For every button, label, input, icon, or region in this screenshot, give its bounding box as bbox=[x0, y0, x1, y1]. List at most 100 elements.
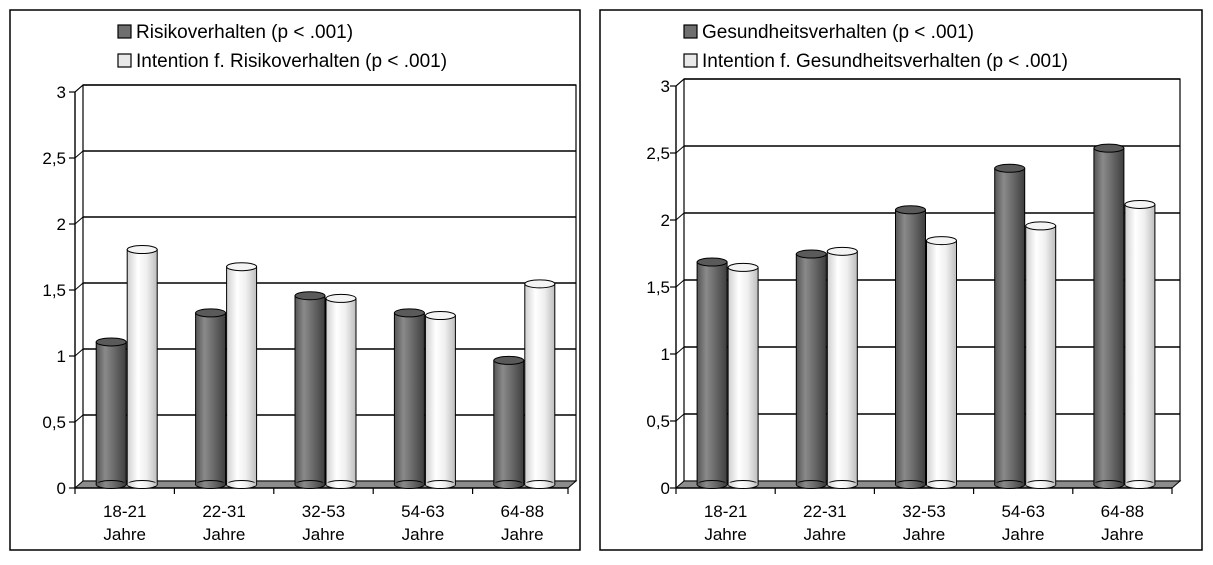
bar-base-cover bbox=[525, 482, 555, 486]
gridline-depth bbox=[74, 414, 84, 423]
gridline-depth bbox=[74, 282, 84, 291]
bar bbox=[524, 279, 556, 489]
x-tick-label: 32-53 bbox=[902, 502, 945, 521]
bar-top bbox=[524, 279, 556, 289]
bar-top bbox=[226, 262, 258, 272]
legend-swatch bbox=[683, 53, 698, 68]
bar-body bbox=[493, 359, 525, 486]
chart-panel-2: 0 0,5 1 1,5 2 2,5 3 18-21 Jahre 22-31 Jahre 32-53 Ja… bbox=[599, 9, 1203, 551]
legend-label: Intention f. Risikoverhalten (p < .001) bbox=[136, 51, 447, 72]
gridline-depth bbox=[675, 145, 685, 154]
gridline-depth bbox=[74, 216, 84, 225]
bar-base-cover bbox=[127, 482, 157, 486]
y-tick-label: 1,5 bbox=[42, 281, 66, 300]
bar-body bbox=[727, 266, 759, 486]
bar-body bbox=[994, 167, 1026, 485]
bar-base-cover bbox=[896, 482, 925, 486]
y-tick-label: 3 bbox=[661, 77, 670, 96]
bar-top bbox=[696, 257, 728, 267]
bar bbox=[424, 311, 456, 489]
y-tick-label: 2 bbox=[57, 215, 66, 234]
bar bbox=[95, 337, 127, 489]
bar-top bbox=[294, 291, 326, 301]
gridline-depth bbox=[675, 413, 685, 422]
y-tick-label: 3 bbox=[57, 83, 66, 102]
bar-base-cover bbox=[827, 482, 857, 486]
bar bbox=[926, 236, 957, 489]
x-tick-label: 22-31 bbox=[202, 502, 245, 521]
bar-body bbox=[1124, 203, 1156, 485]
x-tick-label: 54-63 bbox=[401, 502, 444, 521]
bar-top bbox=[1093, 143, 1125, 153]
bar-base-cover bbox=[295, 482, 325, 486]
bar-base-cover bbox=[1026, 482, 1056, 486]
bar-top bbox=[1124, 199, 1156, 209]
bar bbox=[1124, 199, 1156, 489]
x-tick-label: 22-31 bbox=[803, 502, 846, 521]
x-tick-label: Jahre bbox=[1002, 525, 1045, 544]
bar-body bbox=[826, 250, 858, 485]
bar bbox=[325, 293, 357, 489]
x-tick-label: 64-88 bbox=[501, 502, 544, 521]
x-tick-label: Jahre bbox=[501, 525, 544, 544]
y-tick-label: 0,5 bbox=[42, 413, 66, 432]
x-tick-label: 64-88 bbox=[1101, 502, 1144, 521]
bar-body bbox=[325, 297, 357, 485]
x-tick-label: Jahre bbox=[203, 525, 246, 544]
bar-top bbox=[895, 205, 926, 215]
bar bbox=[1093, 143, 1125, 489]
chart-panel-1: 0 0,5 1 1,5 2 2,5 3 18-21 Jahre 22-31 Jahre 32-53 Ja… bbox=[9, 9, 581, 551]
bar-top bbox=[727, 262, 759, 272]
bar-base-cover bbox=[1125, 482, 1155, 486]
bar-top bbox=[493, 355, 525, 365]
legend-label: Intention f. Gesundheitsverhalten (p < .… bbox=[702, 51, 1068, 72]
bar bbox=[393, 308, 425, 489]
bar bbox=[727, 262, 759, 489]
bar-base-cover bbox=[1094, 482, 1124, 486]
y-tick-label: 1,5 bbox=[646, 278, 670, 297]
gridline-depth bbox=[675, 279, 685, 288]
bar-body bbox=[294, 295, 326, 485]
bar bbox=[826, 246, 858, 489]
legend-swatch bbox=[117, 24, 132, 39]
x-tick-label: Jahre bbox=[103, 525, 146, 544]
y-tick-label: 1 bbox=[57, 347, 66, 366]
bar-base-cover bbox=[326, 482, 356, 486]
bar-top bbox=[795, 249, 827, 259]
bar bbox=[493, 355, 525, 489]
legend-label: Risikoverhalten (p < .001) bbox=[136, 22, 353, 43]
y-tick-label: 2 bbox=[661, 211, 670, 230]
bar-top bbox=[195, 308, 227, 318]
y-tick-label: 2,5 bbox=[646, 144, 670, 163]
bar-base-cover bbox=[796, 482, 826, 486]
x-tick-label: Jahre bbox=[402, 525, 445, 544]
bar-body bbox=[126, 249, 158, 485]
x-tick-label: 18-21 bbox=[704, 502, 747, 521]
x-tick-label: Jahre bbox=[903, 525, 946, 544]
bar-base-cover bbox=[425, 482, 455, 486]
y-axis-depth bbox=[675, 78, 685, 87]
bar-body bbox=[393, 312, 425, 485]
y-tick-label: 0 bbox=[661, 479, 670, 498]
bar-body bbox=[1093, 147, 1125, 485]
bar-top bbox=[826, 246, 858, 256]
bar-top bbox=[1025, 221, 1057, 231]
x-tick-label: Jahre bbox=[302, 525, 345, 544]
x-tick-label: Jahre bbox=[804, 525, 847, 544]
bar-body bbox=[696, 261, 728, 485]
y-tick-label: 1 bbox=[661, 345, 670, 364]
bar-body bbox=[926, 240, 957, 485]
bar-top bbox=[393, 308, 425, 318]
bar-body bbox=[195, 312, 227, 485]
legend-label: Gesundheitsverhalten (p < .001) bbox=[702, 22, 974, 43]
bar-base-cover bbox=[927, 482, 956, 486]
x-tick-label: Jahre bbox=[704, 525, 747, 544]
bar bbox=[294, 291, 326, 489]
bar-body bbox=[795, 253, 827, 485]
legend-swatch bbox=[683, 24, 698, 39]
y-tick-label: 2,5 bbox=[42, 149, 66, 168]
bar bbox=[696, 257, 728, 489]
bar-body bbox=[95, 341, 127, 485]
gridline-depth bbox=[74, 150, 84, 159]
